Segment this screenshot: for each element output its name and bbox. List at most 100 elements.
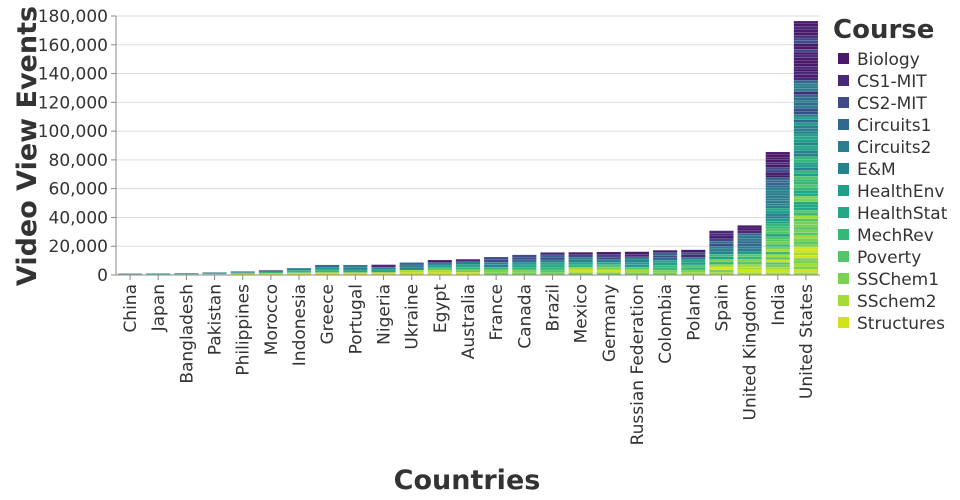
bar-segment (737, 264, 762, 268)
bar-segment (483, 262, 509, 265)
y-tick-label: 40,000 (49, 208, 108, 228)
bar-segment (793, 97, 819, 101)
bar-segment (427, 269, 453, 273)
bar-segment (765, 213, 791, 217)
legend-title: Course (833, 15, 934, 45)
bar-segment (793, 29, 819, 33)
bar-segment (568, 269, 593, 273)
bar-segment (399, 262, 424, 266)
bar-segment (681, 259, 706, 263)
legend-label: Circuits2 (857, 138, 931, 158)
legend-label: SSchem2 (857, 292, 937, 312)
bar-segment (765, 187, 791, 191)
bar-segment (793, 37, 819, 41)
legend-swatch (838, 317, 849, 328)
bar-segment (483, 259, 509, 263)
legend-swatch (838, 53, 849, 64)
bar-segment (793, 232, 819, 236)
legend-item: SSchem2 (838, 292, 937, 312)
bar-australia (455, 259, 481, 276)
bar-segment (793, 147, 819, 151)
bar-segment (737, 256, 762, 260)
x-tick-label: Indonesia (290, 284, 310, 366)
legend-item: Structures (838, 314, 945, 334)
bar-segment (512, 269, 537, 273)
bar-segment (399, 269, 424, 273)
bar-segment (793, 40, 819, 44)
bar-segment (737, 248, 762, 252)
legend-item: Biology (838, 50, 920, 70)
y-tick-label: 160,000 (38, 36, 108, 56)
legend-item: CS2-MIT (838, 94, 927, 114)
bar-france (483, 256, 509, 276)
bar-segment (568, 257, 593, 260)
bar-segment (568, 254, 593, 258)
bar-segment (455, 269, 481, 273)
bar-segment (793, 201, 819, 205)
bar-segment (765, 205, 791, 209)
bar-segment (765, 182, 791, 186)
bar-segment (793, 240, 819, 245)
bar-segment (765, 221, 791, 224)
bar-segment (793, 77, 819, 81)
bar-segment (709, 269, 734, 273)
bar-segment (765, 231, 791, 235)
bar-segment (709, 233, 734, 237)
legend-label: SSChem1 (857, 270, 939, 290)
bar-segment (737, 230, 762, 234)
x-tick-label: Brazil (543, 284, 563, 331)
bar-segment (427, 267, 453, 271)
bar-segment (737, 269, 762, 273)
bar-segment (596, 267, 622, 271)
x-tick-label: India (769, 284, 789, 326)
x-axis-title: Countries (394, 465, 541, 496)
y-axis: 0 20,000 40,000 60,000 80,000 100,000 120,000 1… (38, 7, 117, 286)
bar-segment (230, 271, 255, 273)
bar-segment (765, 190, 791, 194)
bar-segment (681, 264, 706, 268)
bar-segment (568, 264, 593, 268)
bar-segment (765, 259, 791, 263)
bar-segment (737, 240, 762, 244)
legend-swatch (838, 141, 849, 152)
bar-segment (793, 257, 819, 262)
bar-segment (793, 119, 819, 123)
bar-segment (455, 264, 481, 268)
bar-segment (765, 203, 791, 206)
bar-segment (793, 63, 819, 67)
bar-segment (540, 257, 565, 261)
bar-segment (793, 85, 819, 89)
bar-segment (793, 198, 819, 202)
bar-segment (343, 269, 368, 273)
legend-swatch (838, 119, 849, 130)
bar-segment (793, 60, 819, 64)
x-tick-label: Pakistan (206, 284, 226, 355)
legend-swatch (838, 251, 849, 262)
gridlines (116, 15, 820, 276)
bar-segment (765, 233, 791, 237)
x-tick-label: Germany (600, 284, 620, 362)
bar-segment (709, 243, 734, 247)
legend-item: CS1-MIT (838, 72, 927, 92)
bar-segment (793, 170, 819, 174)
bar-segment (681, 262, 706, 266)
bar-poland (681, 249, 706, 276)
legend-swatch (838, 163, 849, 174)
bar-segment (709, 267, 734, 270)
legend-label: HealthEnv (857, 182, 944, 202)
bar-segment (737, 235, 762, 239)
bar-segment (483, 256, 509, 260)
bar-segment (709, 235, 734, 239)
x-tick-label: Mexico (572, 284, 592, 343)
bar-segment (652, 257, 678, 261)
bar-segment (765, 151, 791, 155)
bar-segment (793, 51, 819, 56)
y-tick-label: 60,000 (49, 180, 108, 200)
bar-segment (483, 264, 509, 268)
bar-segment (793, 71, 819, 75)
bar-segment (793, 212, 819, 216)
y-tick-label: 80,000 (49, 151, 108, 171)
bar-segment (765, 208, 791, 212)
bar-segment (793, 207, 819, 211)
bar-segment (793, 249, 819, 253)
